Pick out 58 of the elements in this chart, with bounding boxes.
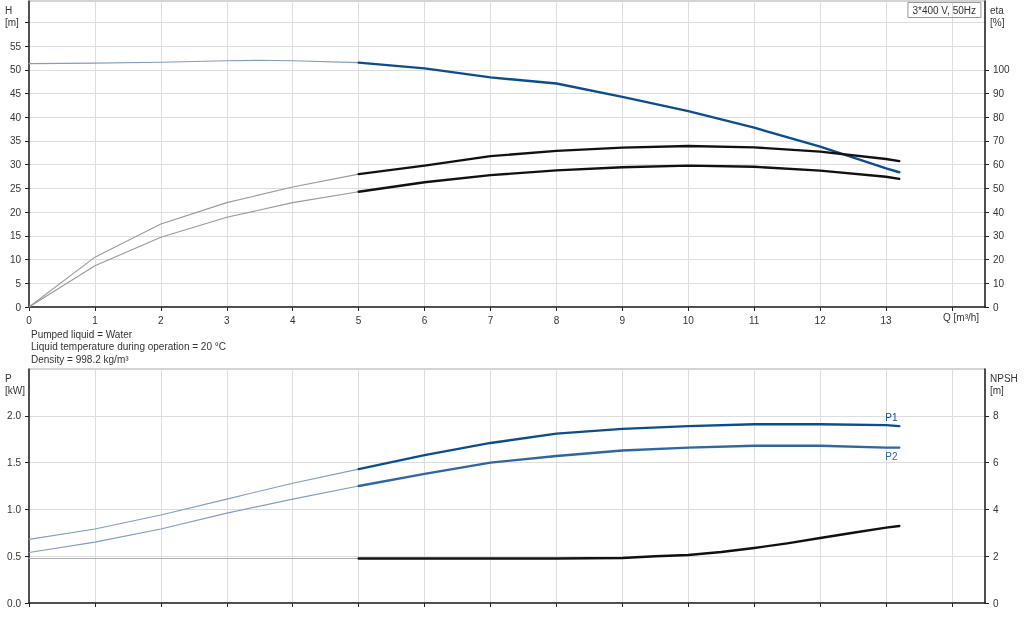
y-tick-label: 25 bbox=[9, 182, 22, 194]
y-tick-label: 45 bbox=[9, 88, 22, 100]
y-tick-label: 1.0 bbox=[7, 503, 22, 515]
y2-tick-label: 100 bbox=[993, 64, 1011, 76]
y-tick-label: 15 bbox=[9, 230, 22, 242]
x-tick-label: 3 bbox=[224, 314, 231, 326]
x-tick-label: 5 bbox=[355, 314, 362, 326]
x-axis-title: Q [m³/h] bbox=[943, 311, 980, 323]
y-tick-label: 0.5 bbox=[7, 550, 22, 562]
y-tick-label: 2.0 bbox=[7, 410, 22, 422]
y2-tick-label: 6 bbox=[993, 457, 999, 469]
x-tick-label: 12 bbox=[814, 314, 827, 326]
y2-axis-title: eta [%] bbox=[990, 4, 1005, 28]
y-tick-label: 35 bbox=[9, 135, 22, 147]
y2-tick-label: 80 bbox=[993, 111, 1005, 123]
x-tick-label: 1 bbox=[92, 314, 99, 326]
y-tick-label: 30 bbox=[9, 159, 22, 171]
y2-tick-label: 40 bbox=[993, 206, 1005, 218]
y2-tick-label: 10 bbox=[993, 277, 1005, 289]
x-tick-label: 7 bbox=[487, 314, 494, 326]
y2-tick-label: 30 bbox=[993, 230, 1005, 242]
text: Density = 998.2 kg/m³ bbox=[31, 353, 130, 365]
x-tick-label: 9 bbox=[619, 314, 626, 326]
y2-tick-label: 2 bbox=[993, 550, 999, 562]
x-tick-label: 10 bbox=[682, 314, 695, 326]
y-axis-title: P [kW] bbox=[5, 372, 26, 396]
y2-tick-label: 60 bbox=[993, 159, 1005, 171]
y2-tick-label: 8 bbox=[993, 410, 999, 422]
y-tick-label: 1.5 bbox=[7, 457, 22, 469]
x-tick-label: 0 bbox=[26, 314, 33, 326]
x-tick-label: 2 bbox=[158, 314, 165, 326]
x-tick-label: 4 bbox=[289, 314, 296, 326]
x-tick-label: 11 bbox=[749, 314, 760, 326]
series-label: P1 bbox=[885, 411, 898, 423]
y2-axis-title: NPSH [m] bbox=[990, 372, 1018, 396]
y-tick-label: 50 bbox=[9, 64, 22, 76]
y-tick-label: 0.0 bbox=[7, 597, 22, 609]
y-tick-label: 55 bbox=[9, 40, 22, 52]
y2-tick-label: 70 bbox=[993, 135, 1005, 147]
y-tick-label: 40 bbox=[9, 111, 22, 123]
x-tick-label: 6 bbox=[421, 314, 428, 326]
y-tick-label: 0 bbox=[15, 301, 22, 313]
series-label: P2 bbox=[885, 451, 898, 463]
x-tick-label: 13 bbox=[880, 314, 893, 326]
y2-tick-label: 4 bbox=[993, 503, 999, 515]
y2-tick-label: 0 bbox=[993, 301, 999, 313]
x-tick-label: 8 bbox=[553, 314, 560, 326]
text: Pumped liquid = Water bbox=[31, 328, 133, 340]
y2-tick-label: 50 bbox=[993, 182, 1005, 194]
y-tick-label: 10 bbox=[9, 254, 22, 266]
chart-title: 3*400 V, 50Hz bbox=[912, 4, 977, 16]
y-tick-label: 20 bbox=[9, 206, 22, 218]
text: Liquid temperature during operation = 20 °C bbox=[31, 341, 226, 352]
y-tick-label: 5 bbox=[15, 277, 22, 289]
y2-tick-label: 90 bbox=[993, 88, 1005, 100]
y2-tick-label: 0 bbox=[993, 597, 999, 609]
y-axis-title: H [m] bbox=[5, 4, 20, 28]
y2-tick-label: 20 bbox=[993, 254, 1005, 266]
